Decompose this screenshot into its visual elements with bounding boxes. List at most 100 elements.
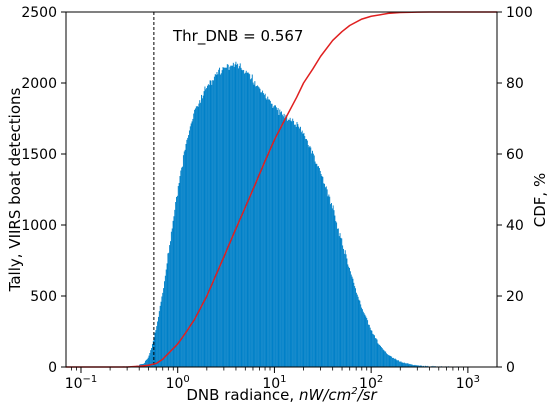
histogram-bar — [256, 85, 258, 367]
histogram-bar — [416, 365, 418, 367]
histogram-bar — [393, 358, 395, 367]
histogram-bar — [164, 281, 165, 367]
histogram-bar — [383, 350, 385, 367]
histogram-bar — [303, 132, 305, 367]
histogram-bar — [316, 163, 318, 367]
histogram-bar — [160, 301, 162, 367]
histogram-bar — [293, 120, 295, 367]
histogram-bar — [392, 357, 394, 367]
histogram-bar — [287, 120, 289, 367]
histogram-bar — [202, 95, 204, 368]
histogram-bar — [340, 237, 342, 367]
histogram-bar — [370, 330, 372, 367]
histogram-bar — [228, 69, 230, 367]
histogram-bar — [372, 333, 374, 367]
histogram-bar — [276, 110, 278, 367]
histogram-bar — [230, 65, 232, 367]
histogram-bar — [313, 155, 315, 367]
histogram-bar — [234, 64, 236, 367]
histogram-bar — [332, 205, 334, 367]
histogram-bar — [324, 183, 326, 367]
histogram-bar — [356, 294, 358, 367]
histogram-bar — [184, 149, 186, 367]
histogram-bar — [154, 332, 156, 367]
left-y-axis-title: Tally, VIIRS boat detections — [6, 88, 24, 293]
histogram-bar — [317, 166, 319, 367]
histogram-bar — [196, 105, 198, 368]
histogram-bar — [178, 183, 180, 367]
histogram-bar — [338, 236, 340, 367]
left-y-tick-label: 500 — [30, 289, 57, 305]
histogram-bar — [237, 63, 239, 368]
left-y-tick-label: 1000 — [21, 218, 57, 234]
histogram-bar — [315, 163, 317, 367]
histogram-bar — [417, 365, 418, 367]
histogram-bar — [231, 65, 233, 367]
histogram-bar — [171, 228, 173, 367]
histogram-bar — [323, 183, 325, 367]
histogram-bar — [398, 361, 400, 367]
histogram-bar — [158, 311, 160, 367]
histogram-bar — [425, 365, 427, 367]
histogram-bar — [306, 139, 307, 367]
right-y-tick-label: 100 — [506, 5, 533, 21]
histogram-bar — [296, 122, 298, 368]
histogram-bar — [210, 80, 212, 368]
histogram-bar — [226, 64, 228, 368]
histogram-bar — [309, 145, 311, 367]
histogram-bar — [367, 324, 369, 367]
histogram-bar — [347, 264, 349, 367]
histogram-bar — [346, 258, 348, 367]
histogram-bar — [348, 266, 350, 367]
histogram-bar — [362, 311, 364, 367]
histogram-bar — [180, 170, 182, 367]
histogram-bar — [409, 363, 411, 367]
histogram-bar — [306, 140, 308, 367]
histogram-bar — [412, 365, 414, 367]
histogram-bar — [285, 115, 287, 367]
histogram-bar — [270, 103, 272, 368]
histogram-bar — [177, 186, 179, 367]
histogram-bar — [374, 338, 376, 367]
histogram-bar — [369, 327, 371, 367]
histogram-bar — [208, 85, 210, 367]
histogram-bar — [144, 362, 146, 367]
histogram-bar — [343, 253, 345, 367]
histogram-bar — [407, 363, 409, 367]
right-y-tick-label: 80 — [506, 76, 524, 92]
histogram-bar — [294, 124, 296, 368]
histogram-bar — [386, 354, 388, 367]
histogram-bar — [355, 288, 356, 367]
histogram-bar — [192, 118, 194, 367]
left-y-tick-label: 0 — [48, 360, 57, 376]
histogram-bar — [311, 153, 313, 367]
histogram-bar — [424, 365, 426, 367]
histogram-bar — [290, 120, 292, 367]
histogram-bar — [246, 72, 248, 368]
histogram-bar — [299, 126, 301, 367]
histogram-bar — [307, 145, 309, 367]
histogram-bar — [305, 139, 307, 367]
histogram-bar — [195, 106, 197, 368]
histogram-bar — [328, 194, 330, 367]
histogram-bar — [156, 326, 158, 367]
histogram-bar — [225, 67, 227, 367]
histogram-bar — [354, 286, 356, 367]
plot-frame — [65, 11, 498, 368]
histogram-bar — [377, 343, 379, 367]
histogram-bar — [258, 87, 260, 367]
histogram-bar — [244, 72, 246, 368]
histogram-bar — [168, 252, 170, 367]
histogram-bar — [250, 79, 252, 367]
histogram-bar — [261, 92, 263, 367]
histogram-bar — [151, 348, 153, 367]
histogram-bar — [405, 363, 407, 367]
histogram-bar — [159, 305, 161, 367]
histogram-bar — [427, 365, 429, 367]
histogram-bar — [194, 109, 196, 368]
histogram-bar — [145, 359, 147, 367]
histogram-bar — [392, 357, 394, 367]
x-tick-label: 100 — [166, 374, 190, 392]
histogram-bar — [367, 320, 369, 367]
histogram-bar — [256, 86, 258, 367]
